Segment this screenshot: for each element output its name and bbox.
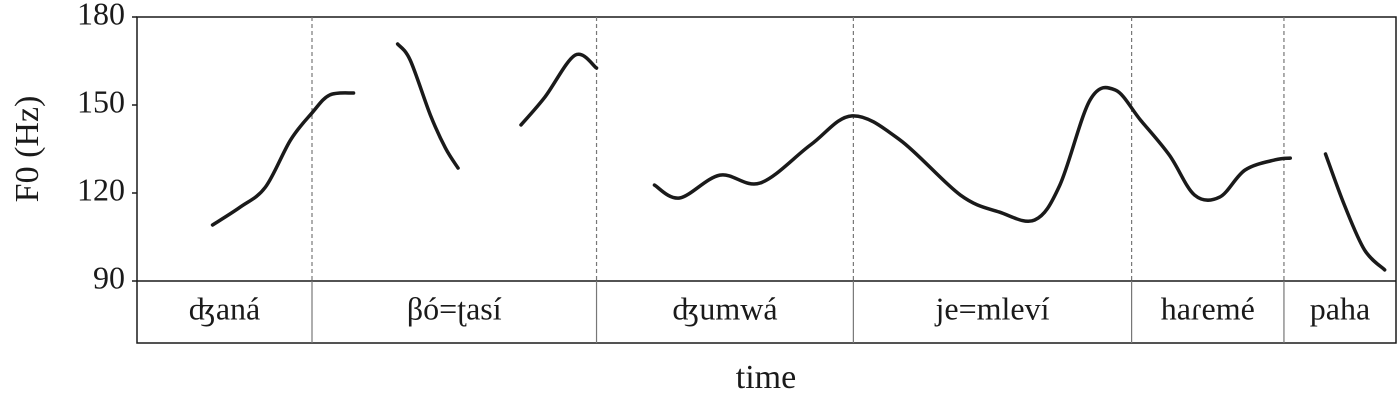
word-label: paha — [1310, 290, 1370, 326]
f0-contour — [395, 42, 460, 170]
x-axis-label: time — [736, 359, 796, 396]
y-tick-label: 90 — [93, 259, 125, 295]
f0-contour — [652, 85, 1292, 223]
y-tick-label: 150 — [77, 83, 125, 119]
y-tick-label: 180 — [77, 0, 125, 31]
word-label: βó=ʈasí — [407, 290, 502, 326]
f0-contour — [1323, 152, 1387, 272]
f0-contour — [210, 91, 356, 227]
word-label: ʤaná — [189, 290, 260, 326]
plot-frame — [136, 16, 1397, 344]
y-axis-label: F0 (Hz) — [9, 96, 46, 203]
word-label: ʤumwá — [672, 290, 777, 326]
word-label: haɾemé — [1161, 290, 1255, 326]
f0-contour — [519, 52, 599, 127]
word-label: je=mleví — [934, 290, 1049, 326]
y-tick-label: 120 — [77, 171, 125, 207]
